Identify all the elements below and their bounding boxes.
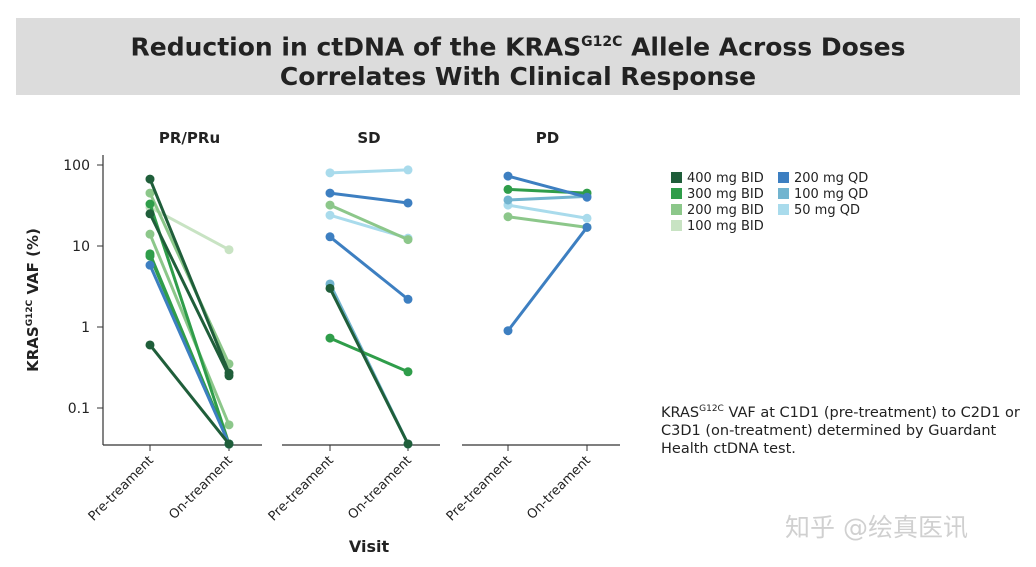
- y-tick-label: 0.1: [68, 401, 90, 417]
- series-line: [148, 344, 231, 445]
- data-point: [503, 171, 513, 181]
- data-point: [224, 245, 234, 255]
- data-point: [403, 198, 413, 208]
- data-point: [503, 195, 513, 205]
- data-point: [325, 283, 335, 293]
- data-point: [145, 199, 155, 209]
- series-line: [329, 336, 409, 374]
- data-point: [503, 212, 513, 222]
- y-axis-label: KRASG12C VAF (%): [24, 228, 42, 372]
- legend-swatch: [778, 172, 789, 183]
- data-point: [403, 367, 413, 377]
- series-line: [507, 174, 588, 199]
- data-point: [145, 209, 155, 219]
- x-axis-label: Visit: [349, 537, 390, 556]
- x-tick-label: On-treament: [524, 453, 593, 522]
- data-point: [325, 200, 335, 210]
- series-line: [148, 264, 231, 445]
- data-point: [582, 192, 592, 202]
- legend-swatch: [778, 204, 789, 215]
- series-line: [329, 203, 409, 241]
- x-tick-label: On-treament: [345, 453, 414, 522]
- legend-label: 400 mg BID: [687, 171, 764, 186]
- legend-swatch: [671, 220, 682, 231]
- data-point: [582, 213, 592, 223]
- series-line: [329, 168, 409, 175]
- series-line: [148, 178, 231, 374]
- data-point: [403, 439, 413, 449]
- chart-title-line2: Correlates With Clinical Response: [279, 62, 757, 92]
- data-point: [403, 165, 413, 175]
- data-point: [325, 232, 335, 242]
- series-line: [507, 203, 588, 220]
- legend-swatch: [671, 188, 682, 199]
- series-line: [507, 215, 588, 229]
- data-point: [145, 340, 155, 350]
- series-line: [507, 194, 588, 202]
- data-point: [325, 188, 335, 198]
- data-point: [224, 420, 234, 430]
- legend-label: 200 mg BID: [687, 203, 764, 218]
- data-point: [145, 229, 155, 239]
- chart-title-line1: Reduction in ctDNA of the KRASG12C Allel…: [130, 32, 906, 62]
- panel-title: SD: [357, 129, 380, 147]
- data-point: [325, 210, 335, 220]
- data-point: [224, 371, 234, 381]
- footnote: KRASG12C VAF at C1D1 (pre-treatment) to …: [661, 404, 1020, 457]
- series-line: [148, 233, 231, 426]
- legend-swatch: [671, 204, 682, 215]
- panel-title: PD: [536, 129, 559, 147]
- data-point: [403, 294, 413, 304]
- y-tick-label: 1: [81, 320, 90, 336]
- legend-swatch: [671, 172, 682, 183]
- data-point: [503, 326, 513, 336]
- watermark: 知乎 @绘真医讯: [785, 513, 968, 542]
- y-tick-label: 10: [72, 239, 90, 255]
- series-line: [506, 226, 589, 332]
- data-point: [582, 222, 592, 232]
- legend-label: 50 mg QD: [794, 203, 860, 218]
- legend-label: 100 mg QD: [794, 187, 868, 202]
- x-tick-label: Pre-treament: [266, 453, 337, 524]
- series-line: [328, 287, 410, 445]
- legend-swatch: [778, 188, 789, 199]
- x-tick-label: Pre-treament: [86, 453, 157, 524]
- data-point: [403, 235, 413, 245]
- data-point: [145, 251, 155, 261]
- x-tick-label: On-treament: [166, 453, 235, 522]
- series-line: [329, 191, 409, 205]
- legend-label: 300 mg BID: [687, 187, 764, 202]
- data-point: [503, 184, 513, 194]
- legend-label: 100 mg BID: [687, 219, 764, 234]
- data-point: [145, 260, 155, 270]
- legend-label: 200 mg QD: [794, 171, 868, 186]
- panel-title: PR/PRu: [159, 129, 220, 147]
- y-tick-label: 100: [63, 158, 90, 174]
- series-line: [329, 235, 409, 301]
- data-point: [325, 333, 335, 343]
- data-point: [145, 174, 155, 184]
- title-banner: Reduction in ctDNA of the KRASG12C Allel…: [16, 18, 1020, 95]
- x-tick-label: Pre-treament: [444, 453, 515, 524]
- series-line: [148, 213, 231, 377]
- data-point: [325, 168, 335, 178]
- data-point: [145, 188, 155, 198]
- data-point: [224, 439, 234, 449]
